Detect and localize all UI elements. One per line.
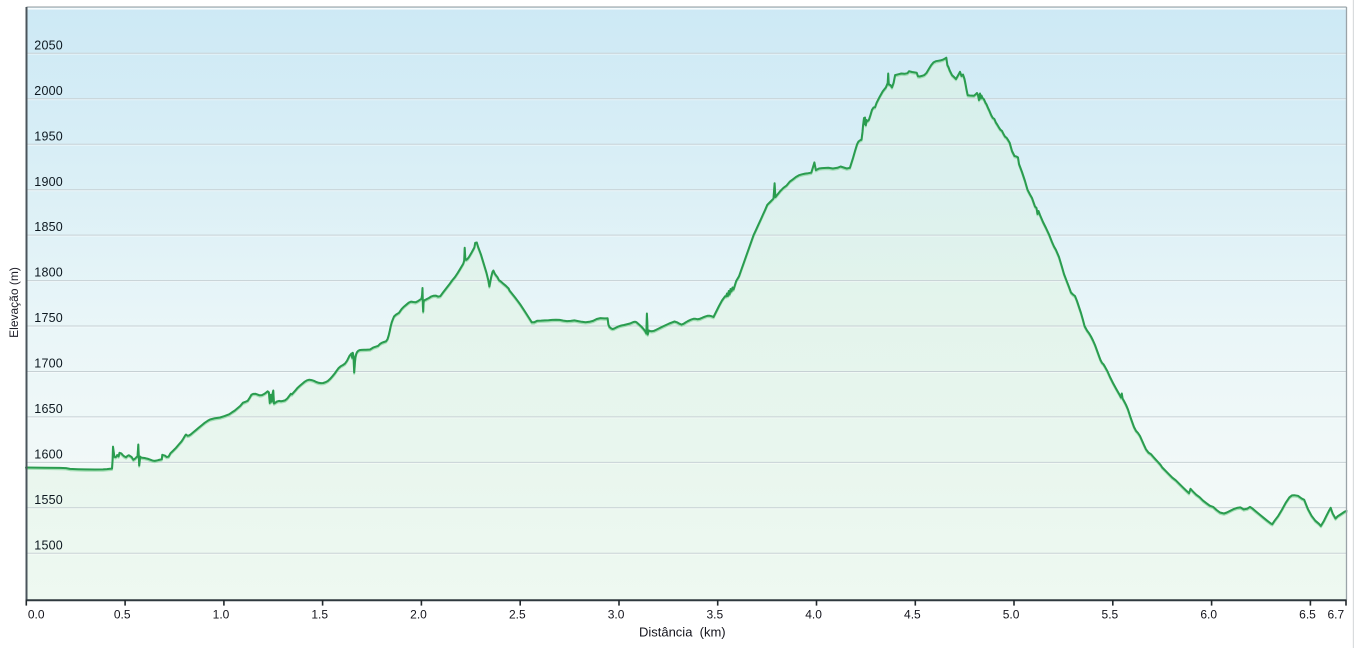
svg-text:5.0: 5.0 <box>1003 608 1020 622</box>
svg-text:1950: 1950 <box>34 129 63 143</box>
svg-text:1550: 1550 <box>34 493 63 507</box>
svg-text:6.7: 6.7 <box>1327 608 1344 622</box>
svg-text:4.0: 4.0 <box>805 608 822 622</box>
svg-text:6.5: 6.5 <box>1299 608 1316 622</box>
svg-text:1750: 1750 <box>34 311 63 325</box>
svg-text:1650: 1650 <box>34 402 63 416</box>
svg-text:1.5: 1.5 <box>311 608 328 622</box>
svg-text:6.0: 6.0 <box>1200 608 1217 622</box>
svg-text:1.0: 1.0 <box>213 608 230 622</box>
svg-text:3.0: 3.0 <box>608 608 625 622</box>
svg-text:1700: 1700 <box>34 357 63 371</box>
svg-text:Distância (km): Distância (km) <box>639 624 726 639</box>
svg-text:Elevação (m): Elevação (m) <box>7 267 21 338</box>
svg-text:1500: 1500 <box>34 538 63 552</box>
svg-text:1900: 1900 <box>34 175 63 189</box>
svg-text:1850: 1850 <box>34 220 63 234</box>
svg-text:5.5: 5.5 <box>1102 608 1119 622</box>
svg-text:1800: 1800 <box>34 266 63 280</box>
svg-text:0.0: 0.0 <box>28 608 45 622</box>
svg-text:2000: 2000 <box>34 84 63 98</box>
svg-text:2.0: 2.0 <box>410 608 427 622</box>
svg-text:2050: 2050 <box>34 38 63 52</box>
svg-text:3.5: 3.5 <box>706 608 723 622</box>
svg-text:2.5: 2.5 <box>509 608 526 622</box>
svg-text:4.5: 4.5 <box>904 608 921 622</box>
svg-text:0.5: 0.5 <box>114 608 131 622</box>
svg-text:1600: 1600 <box>34 448 63 462</box>
